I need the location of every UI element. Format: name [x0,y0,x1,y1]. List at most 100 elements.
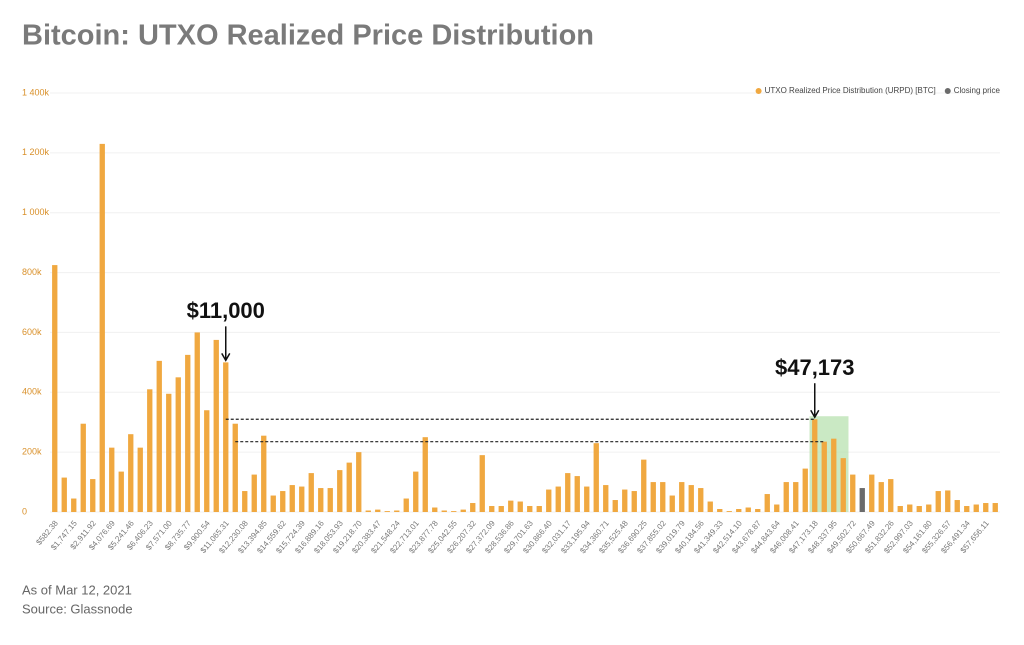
bar [774,504,780,512]
bar [308,473,314,512]
bar [536,506,542,512]
bar [166,393,172,512]
bar [821,441,827,512]
bar [118,471,124,512]
bar [80,423,86,512]
bar [242,491,248,512]
y-tick-label: 1 000k [22,207,50,217]
bar [717,509,723,512]
bar [460,509,466,512]
bar [441,510,447,512]
bar [783,482,789,512]
bar [926,504,932,512]
bar [593,443,599,512]
bar [451,511,457,512]
bar [745,507,751,512]
bar [299,486,305,512]
bar [289,485,295,512]
bar [90,479,96,512]
bar [707,501,713,512]
bar [688,485,694,512]
bar [859,488,865,512]
bar [983,503,989,512]
bar [764,494,770,512]
bar [99,143,105,512]
annotation-arrowhead [221,352,231,362]
bar [850,474,856,512]
y-tick-label: 1 200k [22,147,50,157]
bar [422,437,428,512]
y-tick-label: 400k [22,387,42,397]
bar [147,389,153,512]
bar [61,477,67,512]
bar [128,434,134,512]
bar [964,506,970,512]
bar [375,509,381,512]
bar [280,491,286,512]
bar [261,435,267,512]
bar [831,438,837,512]
annotation: $47,173 [775,355,855,380]
bar [736,509,742,512]
bar [612,500,618,512]
bar [878,482,884,512]
bar [631,491,637,512]
bar [793,482,799,512]
bar [555,486,561,512]
y-tick-label: 800k [22,267,42,277]
bar [498,506,504,512]
bar [318,488,324,512]
bar [992,503,998,512]
bar [888,479,894,512]
legend-marker [944,88,951,94]
y-tick-label: 200k [22,447,42,457]
bar [660,482,666,512]
bar [916,506,922,512]
bar [223,362,229,512]
bar [479,455,485,512]
bar [52,265,58,512]
bar [156,360,162,512]
footnote: As of Mar 12, 2021 [22,582,132,597]
bar [755,509,761,512]
bar [327,488,333,512]
bar [109,447,115,512]
bar [726,511,732,512]
bar [679,482,685,512]
bar [413,471,419,512]
bar [185,354,191,512]
bar [802,468,808,512]
bar [954,500,960,512]
bar [470,503,476,512]
bar [204,410,210,512]
legend-label: Closing price [954,86,1001,95]
bar [907,504,913,512]
footnote: Source: Glassnode [22,601,133,616]
bar [137,447,143,512]
legend-label: UTXO Realized Price Distribution (URPD) … [765,86,936,95]
bar [641,459,647,512]
bar [384,511,390,512]
y-tick-label: 600k [22,327,42,337]
annotation-arrowhead [810,409,820,419]
bar [669,495,675,512]
annotation: $11,000 [187,298,265,323]
bar [508,500,514,512]
bar [432,507,438,512]
bar [973,504,979,512]
bar [71,498,77,512]
legend-marker [755,88,762,94]
bar [897,506,903,512]
bar [603,485,609,512]
y-tick-label: 0 [22,506,27,516]
bar [812,419,818,512]
bar [698,488,704,512]
bar [194,332,200,512]
bar [840,458,846,512]
bar [945,490,951,512]
bar [650,482,656,512]
bar [574,476,580,512]
bar [565,473,571,512]
